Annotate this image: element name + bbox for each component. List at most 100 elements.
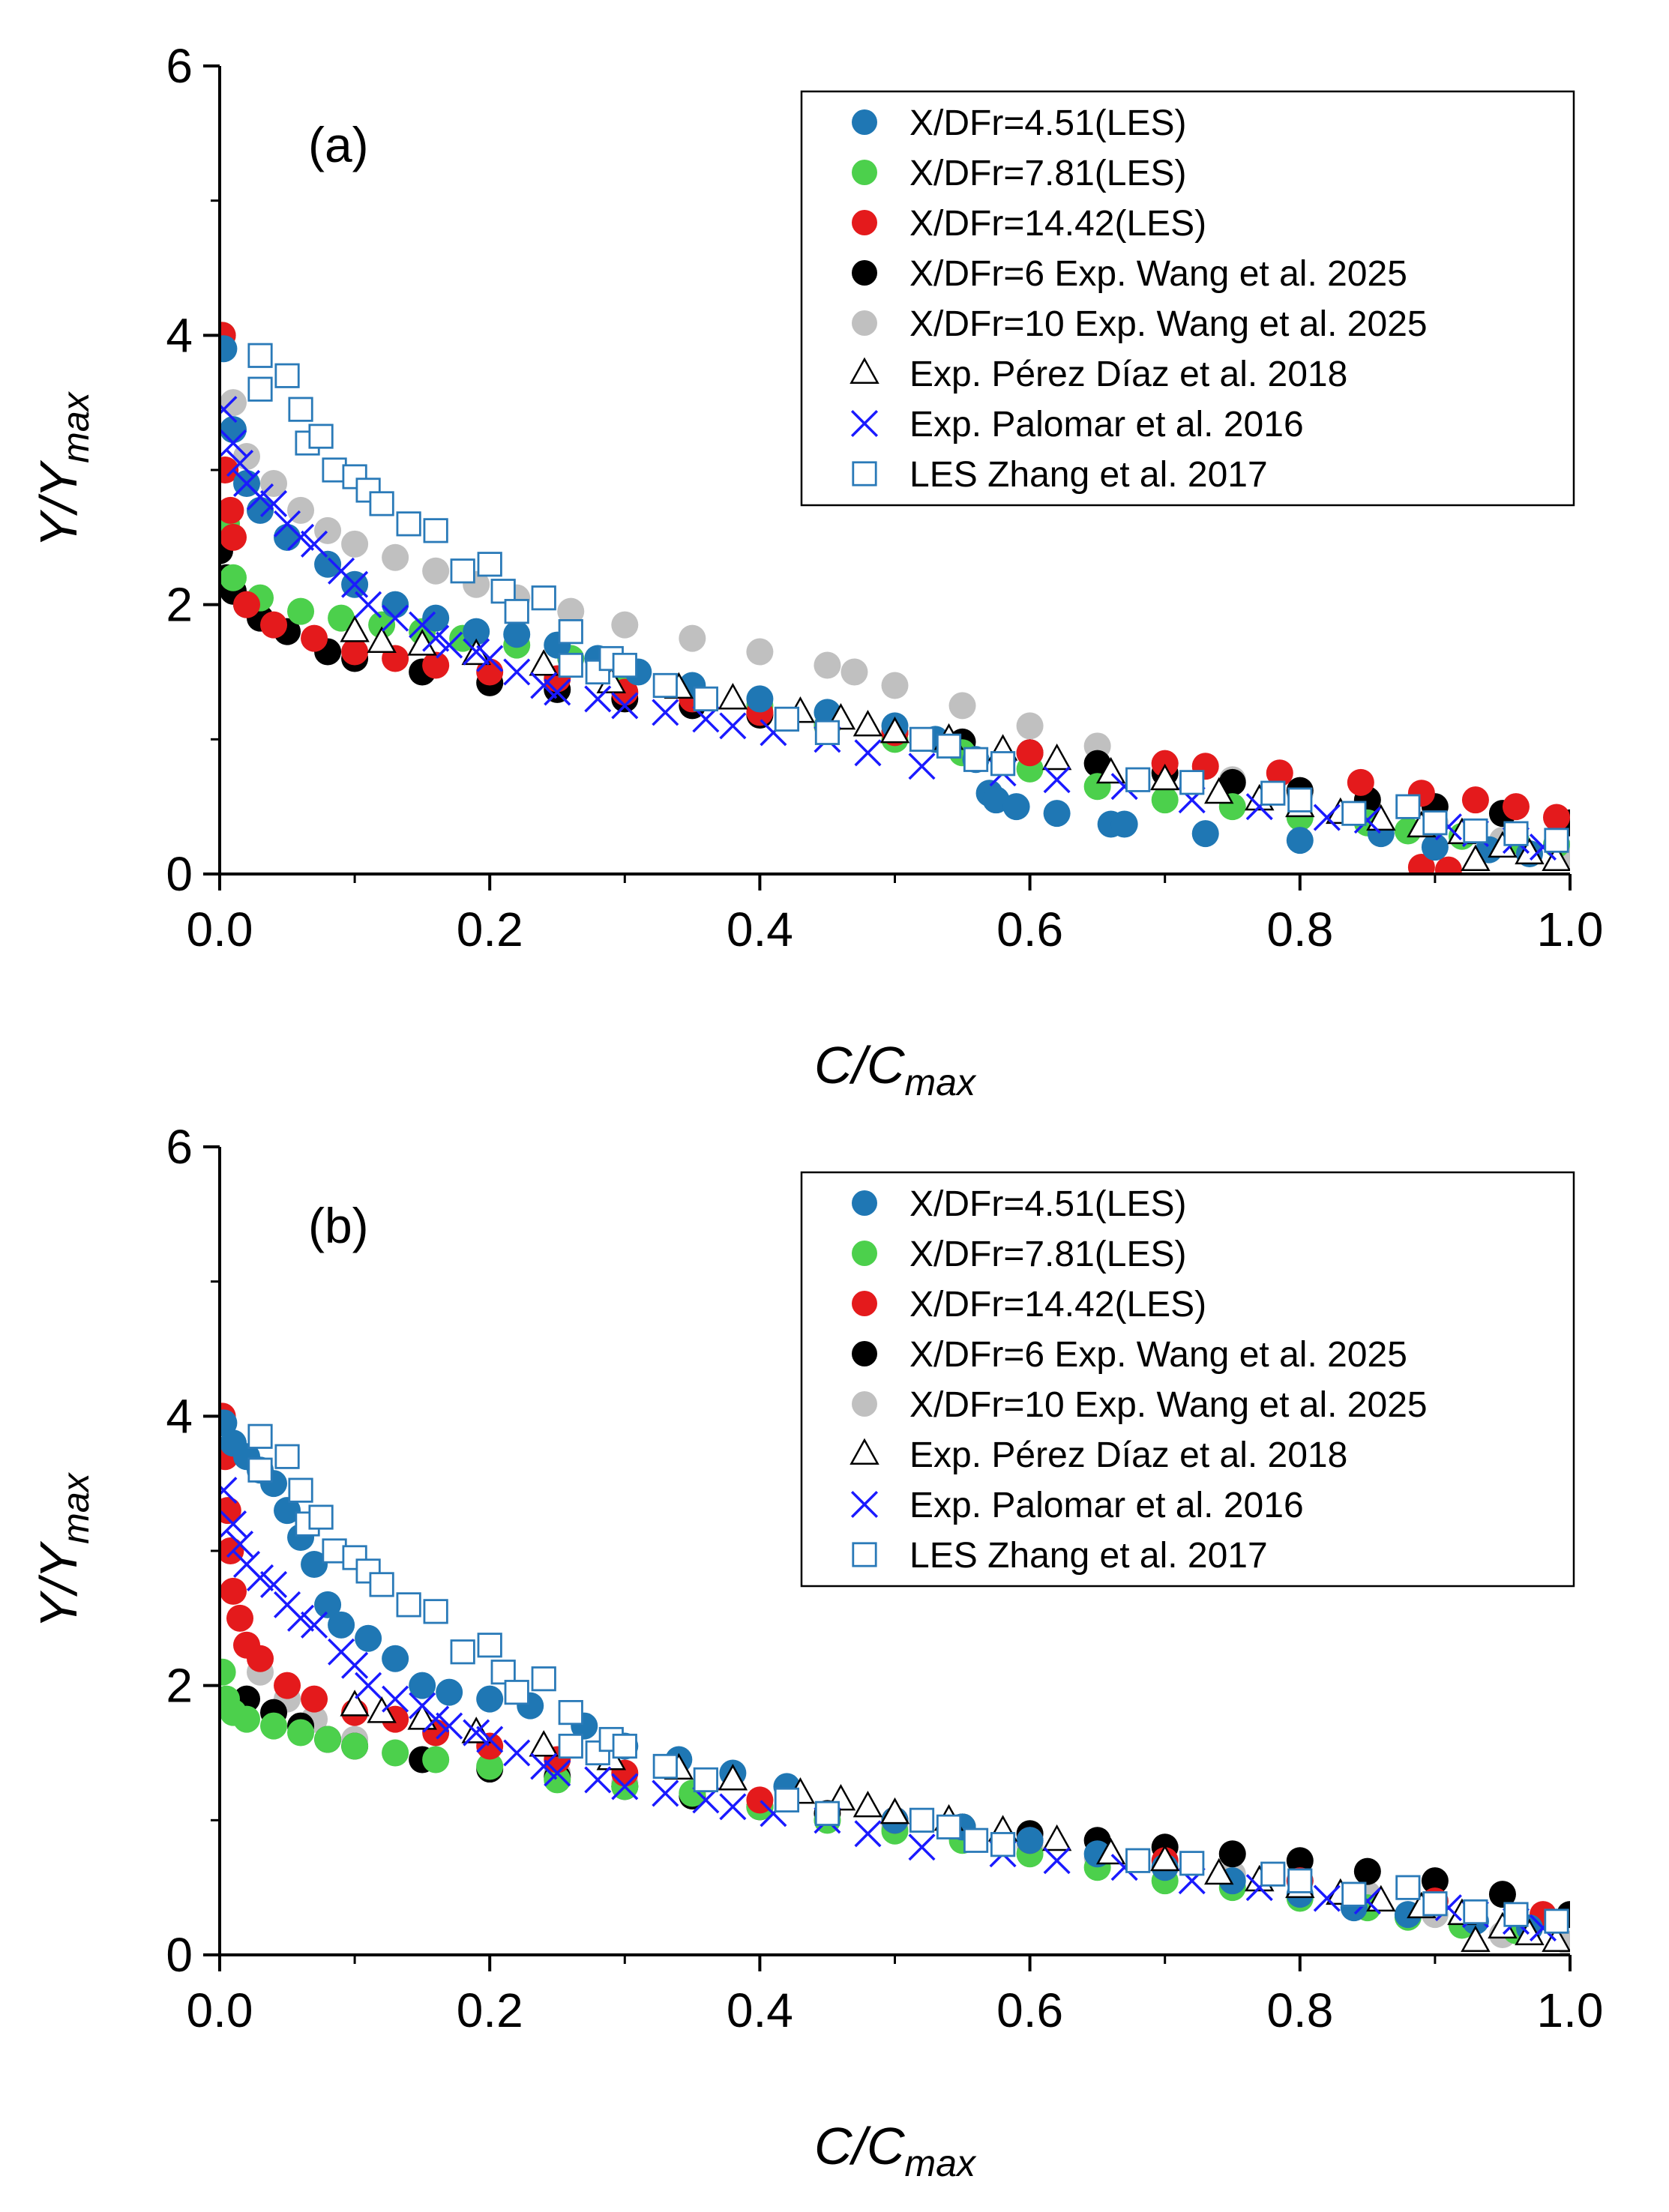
data-point: [220, 496, 244, 524]
legend-item-exp-p-rez-d-az-et-al-2018: Exp. Pérez Díaz et al. 2018: [849, 1435, 1347, 1475]
legend-label: Exp. Palomar et al. 2016: [909, 1486, 1304, 1525]
legend-label: X/DFr=4.51(LES): [909, 1184, 1186, 1224]
data-point: [396, 1592, 421, 1618]
data-point: [530, 672, 558, 699]
data-point: [301, 1611, 328, 1639]
data-point: [909, 726, 935, 752]
data-point: [529, 1730, 559, 1757]
data-point: [301, 624, 328, 652]
panel-a: 0.0 0.2 0.4 0.6 0.8 1.0 0 2 4 6 C/Cmax Y/Ymax (a) X/D…: [29, 39, 1603, 1103]
data-point: [774, 1787, 800, 1812]
data-point: [948, 692, 976, 720]
data-point: [854, 1820, 882, 1848]
legend-item-exp-p-rez-d-az-et-al-2018: Exp. Pérez Díaz et al. 2018: [849, 355, 1347, 394]
data-point: [1353, 1857, 1381, 1885]
x-axis-label: C/Cmax: [814, 1036, 977, 1103]
y-tick-label: 4: [166, 308, 193, 362]
plot-area: [220, 322, 1570, 874]
data-point: [247, 376, 273, 402]
data-point: [1366, 804, 1396, 831]
data-point: [340, 1690, 370, 1717]
legend-box: [800, 90, 1575, 507]
data-point: [936, 1814, 962, 1839]
data-point: [476, 1753, 504, 1780]
data-point: [1434, 856, 1462, 874]
data-point: [450, 1639, 475, 1665]
legend-label: LES Zhang et al. 2017: [909, 455, 1268, 495]
data-point: [368, 611, 396, 639]
data-point: [382, 1645, 409, 1672]
data-point: [220, 389, 247, 417]
data-point: [814, 651, 841, 679]
data-point: [1218, 1840, 1246, 1868]
data-point: [341, 570, 369, 598]
data-point: [314, 1726, 342, 1753]
legend-marker: [852, 1190, 877, 1216]
data-point: [422, 1705, 450, 1733]
data-point: [1151, 750, 1179, 777]
data-point: [814, 1800, 840, 1826]
data-point: [220, 1510, 247, 1538]
data-point: [611, 1773, 639, 1800]
data-point: [1544, 1908, 1569, 1934]
data-point: [260, 489, 288, 517]
data-point: [1542, 844, 1570, 872]
data-point: [226, 1530, 254, 1558]
data-point: [1260, 1861, 1286, 1887]
data-point: [476, 1726, 504, 1753]
x-tick-label: 0.2: [457, 902, 523, 956]
data-point: [558, 619, 583, 645]
data-point: [247, 1423, 273, 1449]
data-point: [340, 615, 370, 642]
data-point: [1542, 804, 1570, 831]
legend-marker: [852, 1542, 877, 1567]
data-point: [220, 335, 238, 363]
data-point: [693, 1767, 718, 1793]
legend-marker: [849, 357, 879, 385]
data-point: [1016, 739, 1044, 767]
legend-label: X/DFr=14.42(LES): [909, 1285, 1206, 1325]
data-point: [584, 685, 612, 713]
data-point: [963, 1827, 989, 1853]
data-point: [611, 692, 639, 720]
data-point: [503, 658, 531, 686]
data-point: [341, 638, 369, 666]
data-point: [407, 1703, 437, 1730]
data-point: [1095, 756, 1126, 784]
data-point: [774, 706, 800, 732]
data-point: [1503, 821, 1529, 846]
legend-label: Exp. Pérez Díaz et al. 2018: [909, 355, 1347, 394]
data-point: [423, 1599, 448, 1624]
data-point: [220, 1477, 238, 1504]
legend-marker: [852, 1341, 877, 1366]
legend-marker: [849, 1438, 879, 1465]
legend-label: X/DFr=6 Exp. Wang et al. 2025: [909, 254, 1407, 294]
series-exp-p-rez-d-az-et-al-2018: [340, 1690, 1570, 1953]
data-point: [288, 1477, 313, 1503]
data-point: [652, 1779, 679, 1807]
data-point: [1407, 854, 1435, 874]
legend-item-x-dfr-10-exp-wang-et-al-2025: X/DFr=10 Exp. Wang et al. 2025: [852, 304, 1428, 344]
data-point: [1515, 837, 1545, 865]
data-point: [233, 591, 261, 618]
data-point: [1341, 801, 1367, 826]
y-tick-label: 2: [166, 578, 193, 632]
data-point: [1421, 1867, 1449, 1895]
data-point: [463, 1719, 490, 1747]
data-point: [1544, 828, 1569, 853]
data-point: [1149, 1844, 1180, 1872]
legend-marker: [852, 461, 877, 486]
data-point: [247, 1645, 274, 1672]
legend-item-x-dfr-14-42-les: X/DFr=14.42(LES): [852, 204, 1206, 244]
data-point: [407, 629, 437, 656]
data-point: [990, 1832, 1016, 1857]
y-axis-label: Y/Ymax: [29, 391, 97, 547]
data-point: [1313, 1884, 1341, 1912]
data-point: [879, 716, 910, 744]
data-point: [1366, 1884, 1396, 1912]
data-point: [1016, 1827, 1044, 1854]
legend-item-x-dfr-4-51-les: X/DFr=4.51(LES): [852, 103, 1186, 143]
data-point: [1313, 804, 1341, 831]
data-point: [1041, 1824, 1072, 1851]
data-point: [1043, 1847, 1071, 1875]
